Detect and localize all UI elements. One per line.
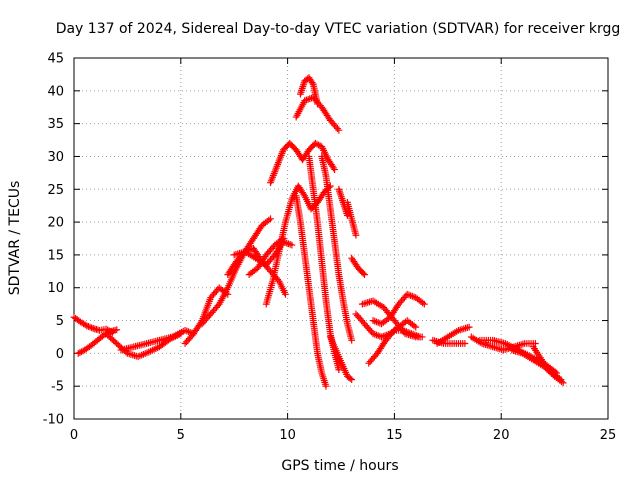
data-series-arc-4 bbox=[117, 326, 198, 354]
y-tick-label: 0 bbox=[56, 347, 64, 362]
data-point bbox=[461, 340, 469, 347]
data-series-arc-30 bbox=[529, 343, 565, 384]
data-series-arc-15 bbox=[305, 153, 343, 374]
data-point bbox=[346, 375, 354, 382]
x-tick-label: 5 bbox=[177, 428, 185, 443]
data-point bbox=[331, 166, 338, 173]
y-axis-tick-labels: -10 -5 0 5 10 15 20 25 30 35 40 45 bbox=[43, 52, 64, 428]
data-series-arc-16 bbox=[318, 153, 356, 344]
data-point bbox=[78, 348, 85, 356]
x-tick-label: 15 bbox=[386, 428, 403, 443]
x-tick-label: 25 bbox=[600, 428, 617, 443]
data-point bbox=[313, 140, 321, 148]
x-axis-tick-labels: 0 5 10 15 20 25 bbox=[70, 428, 616, 443]
data-point bbox=[267, 215, 274, 223]
chart-title: Day 137 of 2024, Sidereal Day-to-day VTE… bbox=[56, 21, 621, 37]
x-tick-label: 20 bbox=[493, 428, 510, 443]
x-tick-label: 0 bbox=[70, 428, 78, 443]
data-point bbox=[361, 271, 368, 278]
data-point bbox=[348, 376, 356, 384]
data-point bbox=[314, 100, 321, 108]
data-series-arc-11 bbox=[267, 139, 338, 187]
y-tick-label: 35 bbox=[47, 117, 64, 132]
data-point bbox=[113, 326, 121, 334]
y-tick-label: 15 bbox=[47, 248, 64, 263]
data-point bbox=[557, 376, 565, 384]
data-point bbox=[352, 231, 360, 239]
data-points bbox=[70, 74, 567, 390]
data-point bbox=[214, 302, 222, 310]
data-point bbox=[85, 323, 92, 330]
data-point bbox=[322, 382, 330, 390]
data-series-arc-23 bbox=[369, 290, 428, 328]
data-point bbox=[74, 349, 82, 357]
data-point bbox=[282, 290, 289, 298]
data-point bbox=[81, 321, 89, 329]
data-point bbox=[335, 126, 343, 134]
data-point bbox=[86, 323, 94, 331]
data-series-arc-13 bbox=[297, 74, 321, 108]
data-point bbox=[288, 241, 296, 249]
data-point bbox=[348, 336, 356, 344]
data-point bbox=[269, 243, 277, 251]
data-point bbox=[311, 139, 319, 147]
data-point bbox=[334, 125, 341, 132]
data-point bbox=[308, 79, 316, 87]
y-axis-title: SDTVAR / TECUs bbox=[7, 181, 23, 296]
data-series-arc-2 bbox=[74, 326, 121, 357]
y-tick-label: 5 bbox=[56, 314, 64, 329]
axis-ticks bbox=[73, 57, 609, 420]
data-point bbox=[412, 323, 420, 331]
data-point bbox=[416, 333, 424, 341]
data-point bbox=[335, 366, 343, 374]
data-point bbox=[547, 368, 555, 375]
data-point bbox=[359, 269, 367, 277]
data-point bbox=[465, 323, 473, 331]
data-point bbox=[420, 300, 428, 308]
data-point bbox=[83, 322, 91, 330]
data-series-arc-20 bbox=[348, 254, 368, 278]
y-tick-label: -10 bbox=[43, 413, 64, 428]
data-point bbox=[330, 164, 337, 172]
data-point bbox=[88, 324, 96, 332]
data-point bbox=[300, 190, 308, 198]
data-point bbox=[76, 349, 84, 356]
y-tick-label: 10 bbox=[47, 281, 64, 296]
data-series-arc-26 bbox=[429, 336, 469, 347]
y-tick-label: -5 bbox=[51, 380, 64, 395]
data-series-arc-8 bbox=[230, 238, 296, 269]
y-tick-label: 25 bbox=[47, 183, 64, 198]
plot-frame bbox=[73, 57, 609, 420]
data-series-arc-19 bbox=[344, 199, 360, 239]
data-series-arc-14 bbox=[292, 192, 330, 390]
y-tick-label: 30 bbox=[47, 150, 64, 165]
data-point bbox=[315, 141, 322, 149]
data-point bbox=[389, 328, 397, 336]
data-series-arc-17 bbox=[326, 333, 356, 384]
x-tick-label: 10 bbox=[279, 428, 296, 443]
x-axis-title: GPS time / hours bbox=[281, 458, 398, 474]
y-tick-label: 45 bbox=[47, 52, 64, 67]
data-series-arc-6 bbox=[198, 215, 274, 328]
y-tick-label: 20 bbox=[47, 216, 64, 231]
data-series-arc-24 bbox=[365, 326, 424, 367]
y-tick-label: 40 bbox=[47, 84, 64, 99]
